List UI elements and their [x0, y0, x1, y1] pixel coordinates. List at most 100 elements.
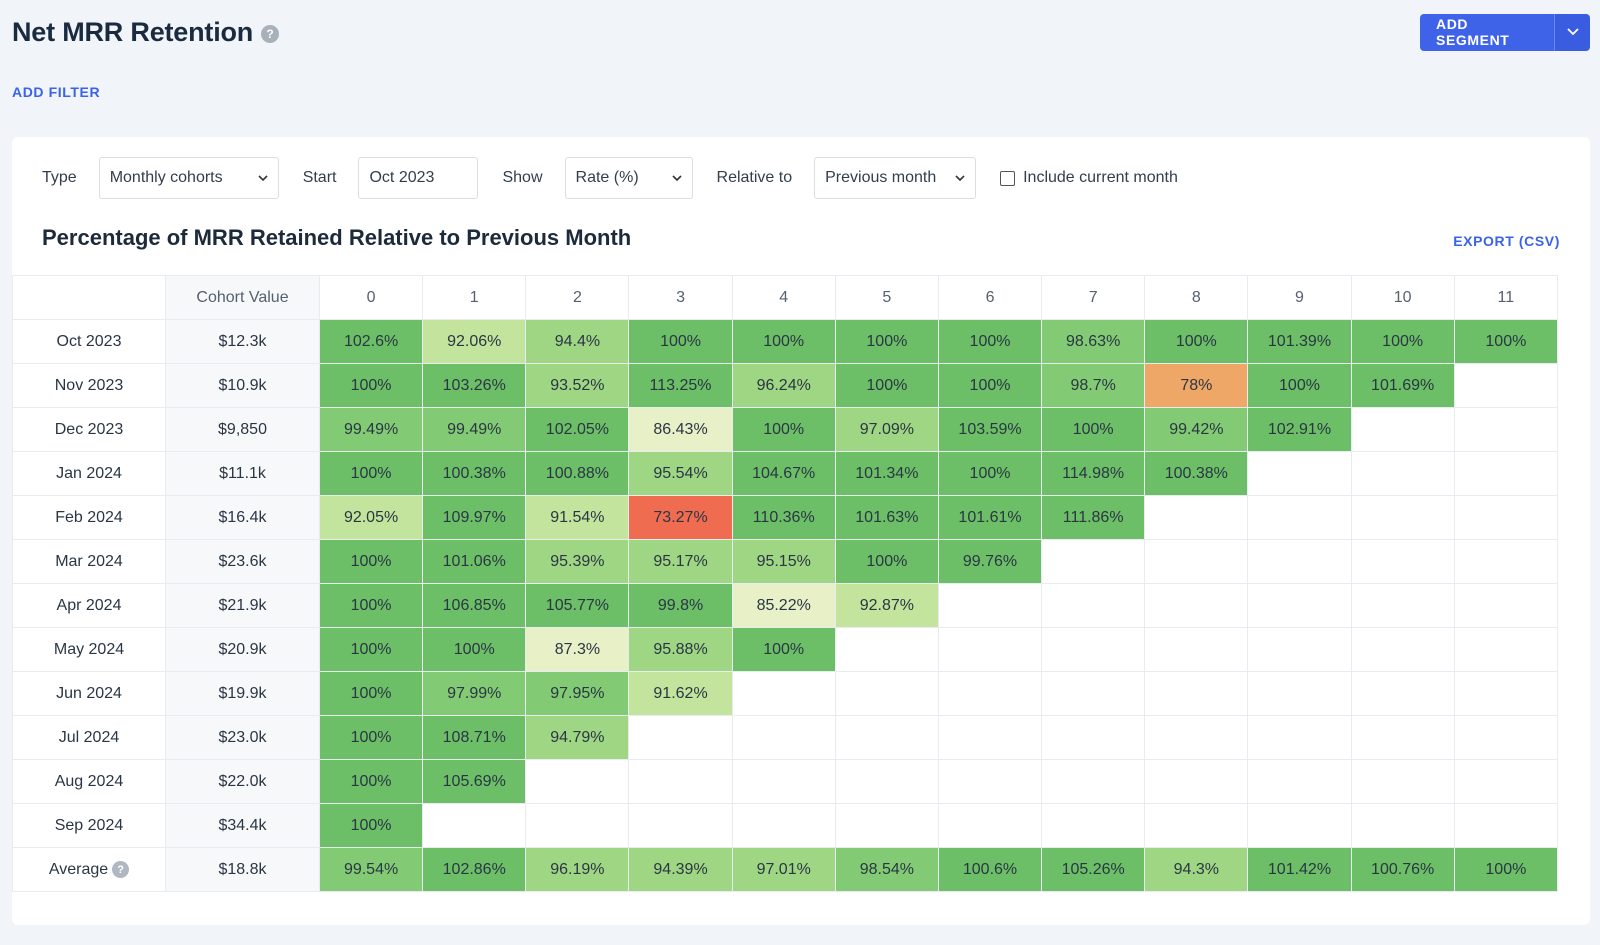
retention-cell[interactable]: 100%	[318, 363, 424, 408]
retention-cell[interactable]: 100%	[834, 363, 939, 408]
add-segment-button[interactable]: ADD SEGMENT	[1420, 13, 1554, 51]
retention-cell[interactable]: 102.05%	[525, 407, 630, 452]
retention-cell[interactable]: 100%	[1453, 847, 1559, 892]
retention-cell[interactable]: 86.43%	[628, 407, 733, 452]
add-filter-link[interactable]: ADD FILTER	[12, 84, 101, 100]
retention-cell[interactable]: 95.15%	[731, 539, 836, 584]
retention-cell[interactable]: 103.59%	[937, 407, 1043, 452]
retention-cell[interactable]: 106.85%	[422, 583, 527, 628]
retention-cell[interactable]: 78%	[1144, 363, 1249, 408]
retention-cell[interactable]: 100%	[318, 627, 424, 672]
relative-select[interactable]: Previous month	[814, 157, 977, 199]
retention-cell[interactable]: 100%	[318, 759, 424, 804]
retention-cell[interactable]: 100%	[318, 671, 424, 716]
export-csv-link[interactable]: EXPORT (CSV)	[1453, 233, 1560, 249]
retention-cell[interactable]: 101.34%	[834, 451, 939, 496]
retention-cell[interactable]: 99.8%	[628, 583, 733, 628]
retention-cell[interactable]: 100.38%	[422, 451, 527, 496]
retention-cell[interactable]: 105.26%	[1041, 847, 1146, 892]
retention-cell[interactable]: 102.86%	[422, 847, 527, 892]
retention-cell[interactable]: 99.54%	[318, 847, 424, 892]
retention-cell[interactable]: 100.6%	[937, 847, 1043, 892]
retention-cell[interactable]: 100%	[422, 627, 527, 672]
retention-cell[interactable]: 100%	[1041, 407, 1146, 452]
retention-cell[interactable]: 95.17%	[628, 539, 733, 584]
retention-cell[interactable]: 94.79%	[525, 715, 630, 760]
retention-cell[interactable]: 100%	[834, 319, 939, 364]
type-select[interactable]: Monthly cohorts	[98, 157, 279, 199]
retention-cell[interactable]: 92.87%	[834, 583, 939, 628]
retention-cell[interactable]: 101.39%	[1247, 319, 1352, 364]
retention-cell[interactable]: 99.49%	[422, 407, 527, 452]
retention-cell[interactable]: 100%	[318, 451, 424, 496]
retention-cell[interactable]: 99.42%	[1144, 407, 1249, 452]
retention-cell[interactable]: 95.54%	[628, 451, 733, 496]
retention-cell[interactable]: 100%	[318, 715, 424, 760]
retention-cell[interactable]: 101.42%	[1247, 847, 1352, 892]
retention-cell[interactable]: 98.54%	[834, 847, 939, 892]
start-input[interactable]: Oct 2023	[358, 157, 479, 199]
retention-cell[interactable]: 94.3%	[1144, 847, 1249, 892]
retention-cell[interactable]: 92.05%	[318, 495, 424, 540]
retention-cell[interactable]: 73.27%	[628, 495, 733, 540]
retention-cell[interactable]: 100.76%	[1350, 847, 1455, 892]
retention-cell[interactable]: 97.01%	[731, 847, 836, 892]
retention-cell[interactable]: 92.06%	[422, 319, 527, 364]
retention-cell[interactable]: 97.95%	[525, 671, 630, 716]
retention-cell[interactable]: 96.19%	[525, 847, 630, 892]
retention-cell[interactable]: 100.88%	[525, 451, 630, 496]
retention-cell[interactable]: 113.25%	[628, 363, 733, 408]
retention-cell[interactable]: 100%	[628, 319, 733, 364]
retention-cell[interactable]: 103.26%	[422, 363, 527, 408]
show-select[interactable]: Rate (%)	[564, 157, 693, 199]
retention-cell[interactable]: 100%	[731, 319, 836, 364]
retention-cell[interactable]: 98.63%	[1041, 319, 1146, 364]
retention-cell[interactable]: 96.24%	[731, 363, 836, 408]
retention-cell[interactable]: 100%	[318, 539, 424, 584]
retention-cell[interactable]: 91.62%	[628, 671, 733, 716]
retention-cell[interactable]: 101.69%	[1350, 363, 1455, 408]
retention-cell[interactable]: 87.3%	[525, 627, 630, 672]
retention-cell[interactable]: 102.91%	[1247, 407, 1352, 452]
retention-cell[interactable]: 100%	[937, 363, 1043, 408]
retention-cell[interactable]: 97.99%	[422, 671, 527, 716]
retention-cell[interactable]: 98.7%	[1041, 363, 1146, 408]
help-icon[interactable]: ?	[112, 861, 130, 878]
retention-cell[interactable]: 101.63%	[834, 495, 939, 540]
retention-cell[interactable]: 94.39%	[628, 847, 733, 892]
retention-cell[interactable]: 100%	[1350, 319, 1455, 364]
retention-cell[interactable]: 100%	[318, 803, 424, 848]
retention-cell[interactable]: 101.61%	[937, 495, 1043, 540]
retention-cell[interactable]: 93.52%	[525, 363, 630, 408]
retention-cell[interactable]: 101.06%	[422, 539, 527, 584]
retention-cell[interactable]: 94.4%	[525, 319, 630, 364]
retention-cell[interactable]: 109.97%	[422, 495, 527, 540]
retention-cell[interactable]: 95.88%	[628, 627, 733, 672]
retention-cell[interactable]: 110.36%	[731, 495, 836, 540]
retention-cell[interactable]: 100%	[937, 319, 1043, 364]
retention-cell[interactable]: 100%	[1247, 363, 1352, 408]
segment-dropdown-toggle[interactable]	[1554, 13, 1590, 51]
retention-cell[interactable]: 91.54%	[525, 495, 630, 540]
retention-cell[interactable]: 111.86%	[1041, 495, 1146, 540]
help-icon[interactable]: ?	[261, 25, 280, 43]
retention-cell[interactable]: 100%	[731, 627, 836, 672]
include-current-label[interactable]: Include current month	[1023, 169, 1178, 186]
retention-cell[interactable]: 85.22%	[731, 583, 836, 628]
retention-cell[interactable]: 108.71%	[422, 715, 527, 760]
retention-cell[interactable]: 100%	[1144, 319, 1249, 364]
retention-cell[interactable]: 100.38%	[1144, 451, 1249, 496]
retention-cell[interactable]: 97.09%	[834, 407, 939, 452]
retention-cell[interactable]: 100%	[318, 583, 424, 628]
retention-cell[interactable]: 100%	[1453, 319, 1559, 364]
retention-cell[interactable]: 105.69%	[422, 759, 527, 804]
retention-cell[interactable]: 99.49%	[318, 407, 424, 452]
retention-cell[interactable]: 100%	[834, 539, 939, 584]
retention-cell[interactable]: 95.39%	[525, 539, 630, 584]
retention-cell[interactable]: 105.77%	[525, 583, 630, 628]
retention-cell[interactable]: 114.98%	[1041, 451, 1146, 496]
retention-cell[interactable]: 99.76%	[937, 539, 1043, 584]
retention-cell[interactable]: 100%	[937, 451, 1043, 496]
include-current-checkbox[interactable]	[1000, 170, 1016, 186]
retention-cell[interactable]: 100%	[731, 407, 836, 452]
